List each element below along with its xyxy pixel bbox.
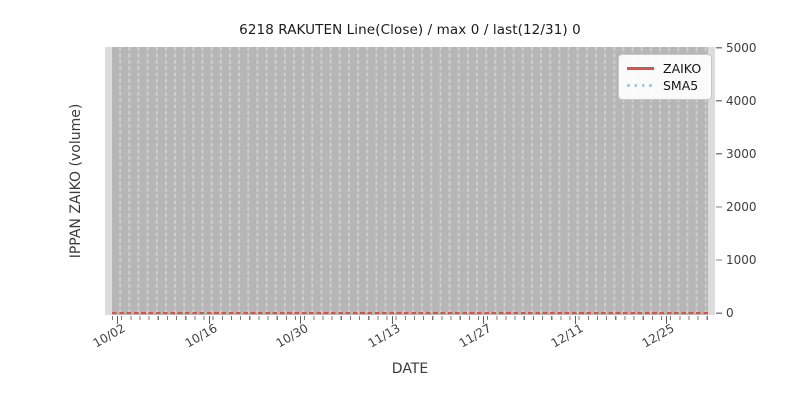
x-tick-label-1002: 10/02 xyxy=(91,321,128,351)
y-tick-label-0: 0 xyxy=(726,306,734,320)
x-axis-minor-tick-marks xyxy=(112,315,708,320)
x-tick-label-1211: 12/11 xyxy=(548,321,586,351)
chart-title: 6218 RAKUTEN Line(Close) / max 0 / last(… xyxy=(239,22,581,38)
x-tick-label-1016: 10/16 xyxy=(182,321,220,351)
x-tick-label-1113: 11/13 xyxy=(365,321,403,351)
legend-label-zaiko: ZAIKO xyxy=(663,60,702,76)
x-major-tick xyxy=(300,315,302,324)
sma5-line-swatch xyxy=(627,84,654,87)
y-axis-tick-marks xyxy=(716,47,722,315)
y-axis-label: IPPAN ZAIKO (volume) xyxy=(68,103,84,259)
x-major-tick xyxy=(117,315,119,324)
x-tick-label-1225: 12/25 xyxy=(640,321,677,351)
x-major-tick xyxy=(666,315,668,324)
y-tick-label-3000: 3000 xyxy=(726,147,757,161)
x-axis-label: DATE xyxy=(391,361,429,377)
zaiko-series-line xyxy=(112,311,708,315)
y-tick-label-4000: 4000 xyxy=(726,94,757,108)
zaiko-line-swatch xyxy=(627,67,654,70)
y-tick-label-5000: 5000 xyxy=(726,41,757,55)
legend: ZAIKO SMA5 xyxy=(618,54,712,100)
x-tick-label-1030: 10/30 xyxy=(274,321,311,351)
gridlines-pattern xyxy=(112,47,708,315)
x-major-tick xyxy=(208,315,210,324)
legend-row-sma5: SMA5 xyxy=(627,78,703,94)
x-major-tick xyxy=(483,315,485,324)
legend-row-zaiko: ZAIKO xyxy=(627,61,703,77)
y-tick-label-2000: 2000 xyxy=(726,200,757,214)
legend-label-sma5: SMA5 xyxy=(663,77,699,93)
x-major-tick xyxy=(574,315,576,324)
x-tick-label-1127: 11/27 xyxy=(457,321,494,351)
y-tick-label-1000: 1000 xyxy=(726,253,757,267)
x-major-tick xyxy=(391,315,393,324)
